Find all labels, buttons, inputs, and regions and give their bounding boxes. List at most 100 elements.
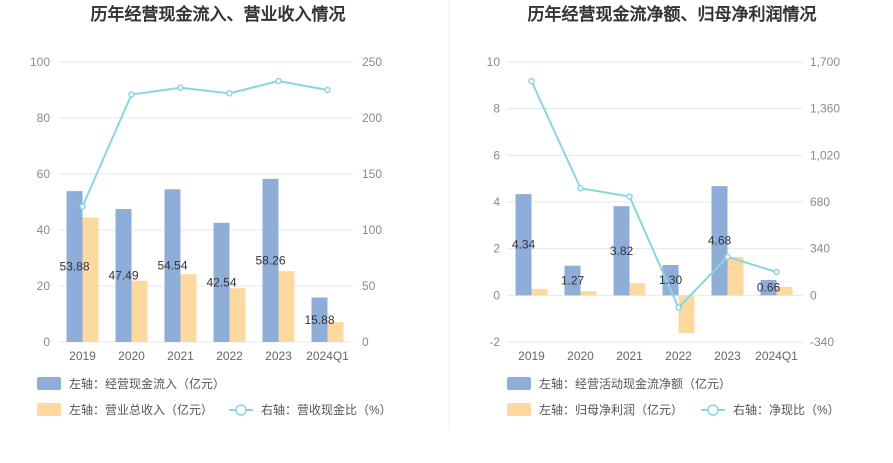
- legend-label-ratio[interactable]: 右轴：营收现金比（%）: [261, 402, 392, 417]
- x-axis-tick: 2020: [567, 349, 594, 363]
- ratio-point[interactable]: [528, 77, 535, 85]
- ratio-point[interactable]: [128, 91, 135, 98]
- legend-swatch-ratio-marker[interactable]: [707, 404, 719, 416]
- right-axis-tick: 680: [810, 195, 830, 209]
- ratio-line: [79, 77, 331, 210]
- bar-primary[interactable]: [115, 209, 132, 342]
- left-axis-tick: 0: [493, 288, 500, 302]
- chart-title: 历年经营现金流净额、归母净利润情况: [528, 4, 817, 24]
- legend: 左轴：经营活动现金流净额（亿元） 左轴：归母净利润（亿元） 右轴：净现比（%）: [507, 376, 840, 417]
- right-axis-tick: 0: [362, 335, 369, 349]
- left-axis-tick: 2: [493, 242, 500, 256]
- left-axis-tick: 8: [493, 102, 500, 116]
- x-axis-tick: 2022: [665, 349, 692, 363]
- ratio-point[interactable]: [226, 90, 233, 97]
- bar-primary[interactable]: [213, 222, 230, 342]
- legend-swatch-ratio-marker[interactable]: [235, 404, 247, 416]
- x-axis-tick: 2020: [118, 349, 145, 363]
- data-labels: 53.88 47.49 54.54 42.54 58.26 15.88: [59, 253, 334, 326]
- grid-lines: [507, 61, 803, 343]
- legend-label-ratio[interactable]: 右轴：净现比（%）: [733, 402, 840, 417]
- bar-primary[interactable]: [164, 189, 181, 342]
- ratio-point[interactable]: [577, 185, 584, 192]
- data-label: 1.27: [561, 274, 585, 288]
- legend-label-inflow[interactable]: 左轴：经营现金流入（亿元）: [69, 376, 225, 391]
- data-label: 54.54: [157, 259, 187, 273]
- data-label: 15.88: [304, 313, 334, 327]
- bar-secondary[interactable]: [229, 288, 246, 342]
- x-axis-tick: 2024Q1: [755, 349, 798, 363]
- bar-primary[interactable]: [66, 191, 83, 342]
- bar-primary[interactable]: [760, 279, 777, 296]
- left-axis-tick: 60: [37, 167, 51, 181]
- legend-label-net-profit[interactable]: 左轴：归母净利润（亿元）: [539, 402, 683, 417]
- data-label: 58.26: [255, 253, 285, 267]
- chart-title: 历年经营现金流入、营业收入情况: [91, 4, 346, 24]
- ratio-point[interactable]: [177, 84, 184, 92]
- ratio-point[interactable]: [626, 193, 633, 200]
- ratio-line-path: [530, 80, 777, 310]
- bar-primary[interactable]: [662, 265, 679, 296]
- right-axis-tick: 200: [362, 111, 382, 125]
- right-axis-tick: -340: [810, 335, 834, 349]
- ratio-point[interactable]: [324, 86, 331, 94]
- data-label: 53.88: [59, 260, 89, 274]
- data-label: 3.82: [610, 244, 634, 258]
- x-axis-tick: 2019: [518, 349, 545, 363]
- right-axis-tick: 150: [362, 167, 382, 181]
- bar-primary[interactable]: [262, 178, 279, 342]
- left-axis-tick: -2: [489, 335, 500, 349]
- bar-secondary[interactable]: [629, 283, 646, 296]
- legend-label-revenue[interactable]: 左轴：营业总收入（亿元）: [69, 402, 213, 417]
- left-axis-tick: 100: [30, 55, 50, 69]
- data-label: 47.49: [108, 269, 138, 283]
- right-axis-tick: 1,020: [810, 148, 840, 162]
- ratio-point[interactable]: [773, 268, 780, 276]
- left-axis-tick: 80: [37, 111, 51, 125]
- bar-secondary[interactable]: [327, 322, 344, 342]
- x-axis-tick: 2023: [265, 349, 292, 363]
- left-axis-tick: 10: [487, 55, 501, 69]
- bars: [66, 178, 344, 342]
- bar-primary[interactable]: [613, 206, 630, 296]
- right-axis-tick: 50: [362, 279, 376, 293]
- legend: 左轴：经营现金流入（亿元） 左轴：营业总收入（亿元） 右轴：营收现金比（%）: [37, 376, 392, 417]
- ratio-point[interactable]: [724, 253, 731, 261]
- left-axis-tick: 6: [493, 148, 500, 162]
- legend-swatch-net-cashflow[interactable]: [507, 377, 531, 390]
- ratio-point[interactable]: [275, 77, 282, 85]
- legend-label-net-cashflow[interactable]: 左轴：经营活动现金流净额（亿元）: [539, 376, 731, 391]
- bar-secondary[interactable]: [776, 286, 793, 296]
- bar-secondary[interactable]: [678, 295, 695, 334]
- grid-lines: [58, 61, 353, 343]
- left-axis-tick: 40: [37, 223, 51, 237]
- x-axis-tick: 2023: [714, 349, 741, 363]
- x-axis-tick: 2019: [69, 349, 96, 363]
- bar-secondary[interactable]: [180, 274, 197, 342]
- axis-ticks: 0 20 40 60 80 100 0 50 100 150 200 250 2019 2020 2021 2…: [30, 55, 382, 363]
- x-axis-tick: 2024Q1: [306, 349, 349, 363]
- bar-secondary[interactable]: [82, 217, 99, 342]
- ratio-point[interactable]: [675, 304, 682, 311]
- legend-swatch-inflow[interactable]: [37, 377, 61, 390]
- bar-primary[interactable]: [515, 194, 532, 296]
- bar-secondary[interactable]: [278, 271, 295, 342]
- data-label: 0.66: [757, 281, 781, 295]
- data-label: 1.30: [659, 273, 683, 287]
- x-axis-tick: 2021: [616, 349, 643, 363]
- x-axis-tick: 2021: [167, 349, 194, 363]
- bar-primary[interactable]: [564, 265, 581, 296]
- bar-secondary[interactable]: [531, 288, 548, 296]
- legend-swatch-revenue[interactable]: [37, 403, 61, 416]
- bar-secondary[interactable]: [727, 256, 744, 296]
- bar-primary[interactable]: [311, 297, 328, 342]
- legend-swatch-net-profit[interactable]: [507, 403, 531, 416]
- data-labels: 4.34 1.27 3.82 1.30 4.68 0.66: [512, 234, 781, 295]
- data-label: 4.34: [512, 238, 536, 252]
- ratio-point[interactable]: [79, 203, 86, 210]
- bar-secondary[interactable]: [580, 291, 597, 296]
- bar-secondary[interactable]: [131, 280, 148, 342]
- right-axis-tick: 1,360: [810, 102, 840, 116]
